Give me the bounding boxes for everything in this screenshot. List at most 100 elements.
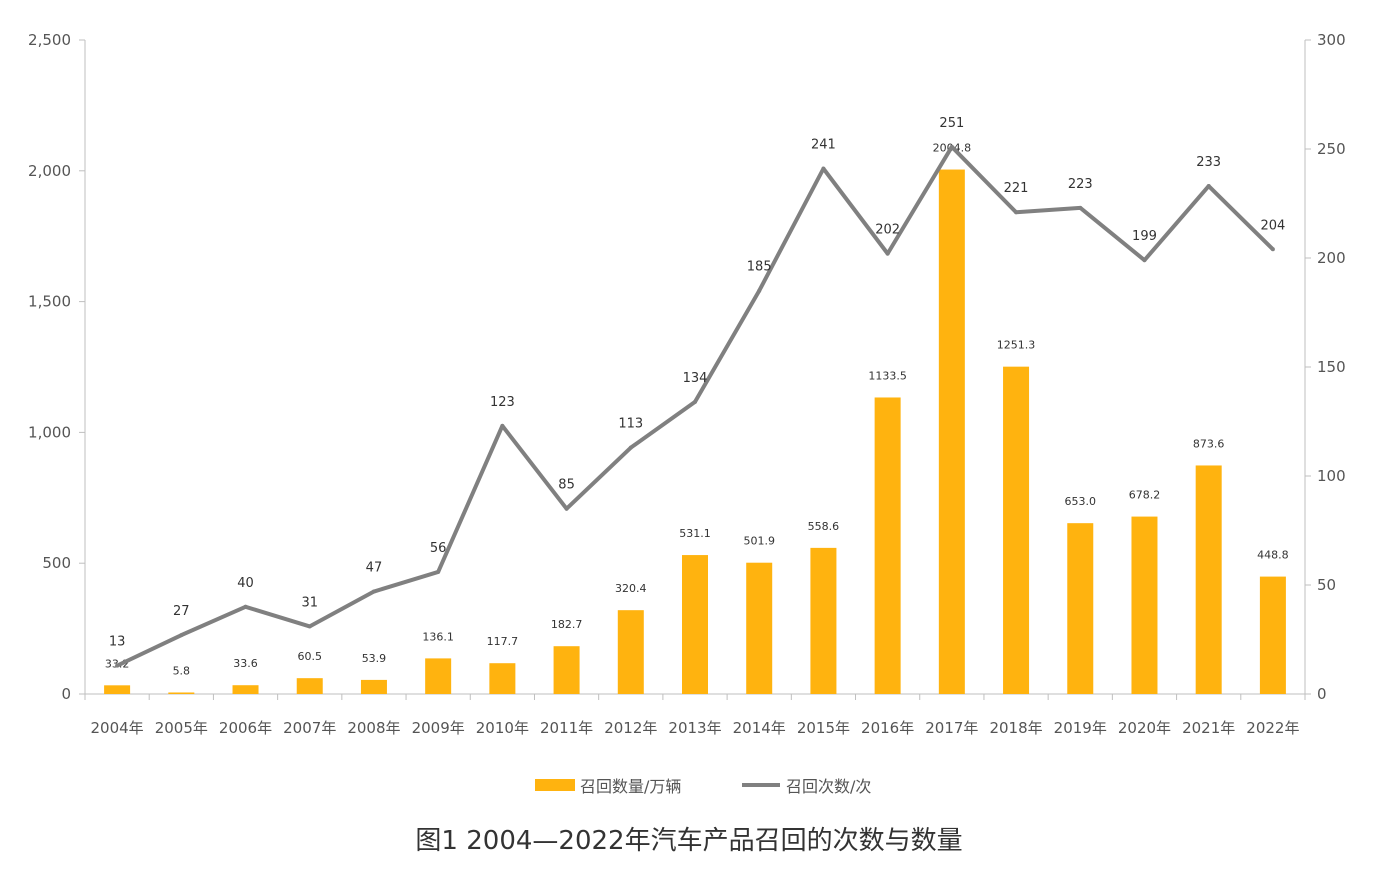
line-point <box>371 589 376 594</box>
line-point <box>500 423 505 428</box>
line-point <box>179 633 184 638</box>
bar <box>296 678 323 694</box>
x-tick-label: 2019年 <box>1054 719 1107 737</box>
bar-value-label: 320.4 <box>615 582 647 595</box>
line-value-label: 47 <box>366 561 383 576</box>
bar <box>232 685 259 694</box>
bar-value-label: 531.1 <box>679 527 711 540</box>
line-value-label: 134 <box>683 371 708 386</box>
bar-value-label: 558.6 <box>808 520 840 533</box>
x-tick-label: 2013年 <box>668 719 721 737</box>
bar-value-label: 136.1 <box>422 630 454 643</box>
bar-value-label: 873.6 <box>1193 437 1225 450</box>
bar-value-label: 448.8 <box>1257 549 1289 562</box>
line-value-label: 113 <box>618 417 643 432</box>
line-value-label: 31 <box>301 595 318 610</box>
x-tick-label: 2018年 <box>989 719 1042 737</box>
bar <box>874 397 901 694</box>
line-point <box>821 166 826 171</box>
bar <box>104 685 131 694</box>
bar-value-label: 117.7 <box>487 635 519 648</box>
line-value-label: 27 <box>173 604 190 619</box>
bar <box>617 610 644 694</box>
bar-value-label: 53.9 <box>362 652 387 665</box>
x-tick-label: 2006年 <box>219 719 272 737</box>
y-left-tick-label: 2,000 <box>28 162 71 180</box>
line-point <box>949 144 954 149</box>
y-left-tick-label: 1,000 <box>28 423 71 441</box>
bar <box>1131 516 1158 694</box>
bar <box>168 692 195 694</box>
line-value-label: 56 <box>430 541 447 556</box>
y-right-tick-label: 150 <box>1317 358 1346 376</box>
legend: 召回数量/万辆 召回次数/次 <box>535 777 871 796</box>
y-left-tick-label: 0 <box>61 685 71 703</box>
line-point <box>436 569 441 574</box>
bar-value-label: 653.0 <box>1065 495 1097 508</box>
bar-value-label: 501.9 <box>743 535 775 548</box>
y-right-tick-label: 300 <box>1317 31 1346 49</box>
bar <box>746 562 773 694</box>
y-right-tick-label: 100 <box>1317 467 1346 485</box>
line-point <box>1142 258 1147 263</box>
bar <box>810 547 837 694</box>
line-point <box>1206 184 1211 189</box>
chart: 0 500 1,000 1,500 2,000 2,500 0 50 100 150 200 250 3… <box>28 31 1346 796</box>
y-left-tick-label: 1,500 <box>28 293 71 311</box>
bar-value-label: 5.8 <box>173 664 191 677</box>
legend-label-bars: 召回数量/万辆 <box>580 777 681 796</box>
x-tick-label: 2020年 <box>1118 719 1171 737</box>
line-value-label: 251 <box>939 116 964 131</box>
legend-swatch-bars <box>535 779 575 791</box>
line-value-label: 221 <box>1004 181 1029 196</box>
x-tick-label: 2008年 <box>347 719 400 737</box>
x-tick-label: 2009年 <box>412 719 465 737</box>
line-value-label: 13 <box>109 635 126 650</box>
bar <box>360 679 387 694</box>
axes: 0 500 1,000 1,500 2,000 2,500 0 50 100 150 200 250 3… <box>28 31 1346 737</box>
y-right-tick-label: 0 <box>1317 685 1327 703</box>
y-right-tick-label: 50 <box>1317 576 1336 594</box>
line-point <box>243 604 248 609</box>
bar-value-label: 33.6 <box>233 657 258 670</box>
line-point <box>307 624 312 629</box>
line-point <box>1270 247 1275 252</box>
x-tick-label: 2011年 <box>540 719 593 737</box>
line-point <box>693 399 697 404</box>
y-right-tick-label: 250 <box>1317 140 1346 158</box>
x-tick-label: 2010年 <box>476 719 529 737</box>
line-point <box>757 288 762 293</box>
bar <box>1003 366 1030 694</box>
line-value-label: 40 <box>237 576 254 591</box>
figure-caption: 图1 2004—2022年汽车产品召回的次数与数量 <box>415 826 963 856</box>
line-point <box>1078 205 1083 210</box>
line-value-label: 204 <box>1260 218 1285 233</box>
x-tick-label: 2022年 <box>1246 719 1299 737</box>
line-value-label: 241 <box>811 138 836 153</box>
bar-value-label: 1133.5 <box>868 369 907 382</box>
bar <box>489 663 516 694</box>
line-group: 13 27 40 31 47 56 123 85 113 134 185 241 202 251 221 22… <box>109 116 1285 668</box>
line-point <box>885 251 890 256</box>
y-right-tick-label: 200 <box>1317 249 1346 267</box>
line-value-label: 185 <box>747 260 772 275</box>
line-value-label: 85 <box>558 478 575 493</box>
x-tick-label: 2005年 <box>155 719 208 737</box>
line-value-label: 199 <box>1132 229 1157 244</box>
line-value-label: 123 <box>490 395 515 410</box>
x-tick-label: 2017年 <box>925 719 978 737</box>
y-left-tick-label: 2,500 <box>28 31 71 49</box>
bar <box>1195 465 1222 694</box>
bar-value-label: 1251.3 <box>997 339 1036 352</box>
line-value-label: 233 <box>1196 155 1221 170</box>
x-tick-label: 2014年 <box>733 719 786 737</box>
legend-label-line: 召回次数/次 <box>786 777 871 796</box>
x-tick-label: 2007年 <box>283 719 336 737</box>
bar-value-label: 182.7 <box>551 618 583 631</box>
line-point <box>115 663 120 668</box>
y-left-tick-label: 500 <box>42 554 71 572</box>
x-tick-label: 2015年 <box>797 719 850 737</box>
bar-value-label: 678.2 <box>1129 489 1161 502</box>
bar <box>1067 523 1094 694</box>
bar-value-label: 60.5 <box>297 650 322 663</box>
